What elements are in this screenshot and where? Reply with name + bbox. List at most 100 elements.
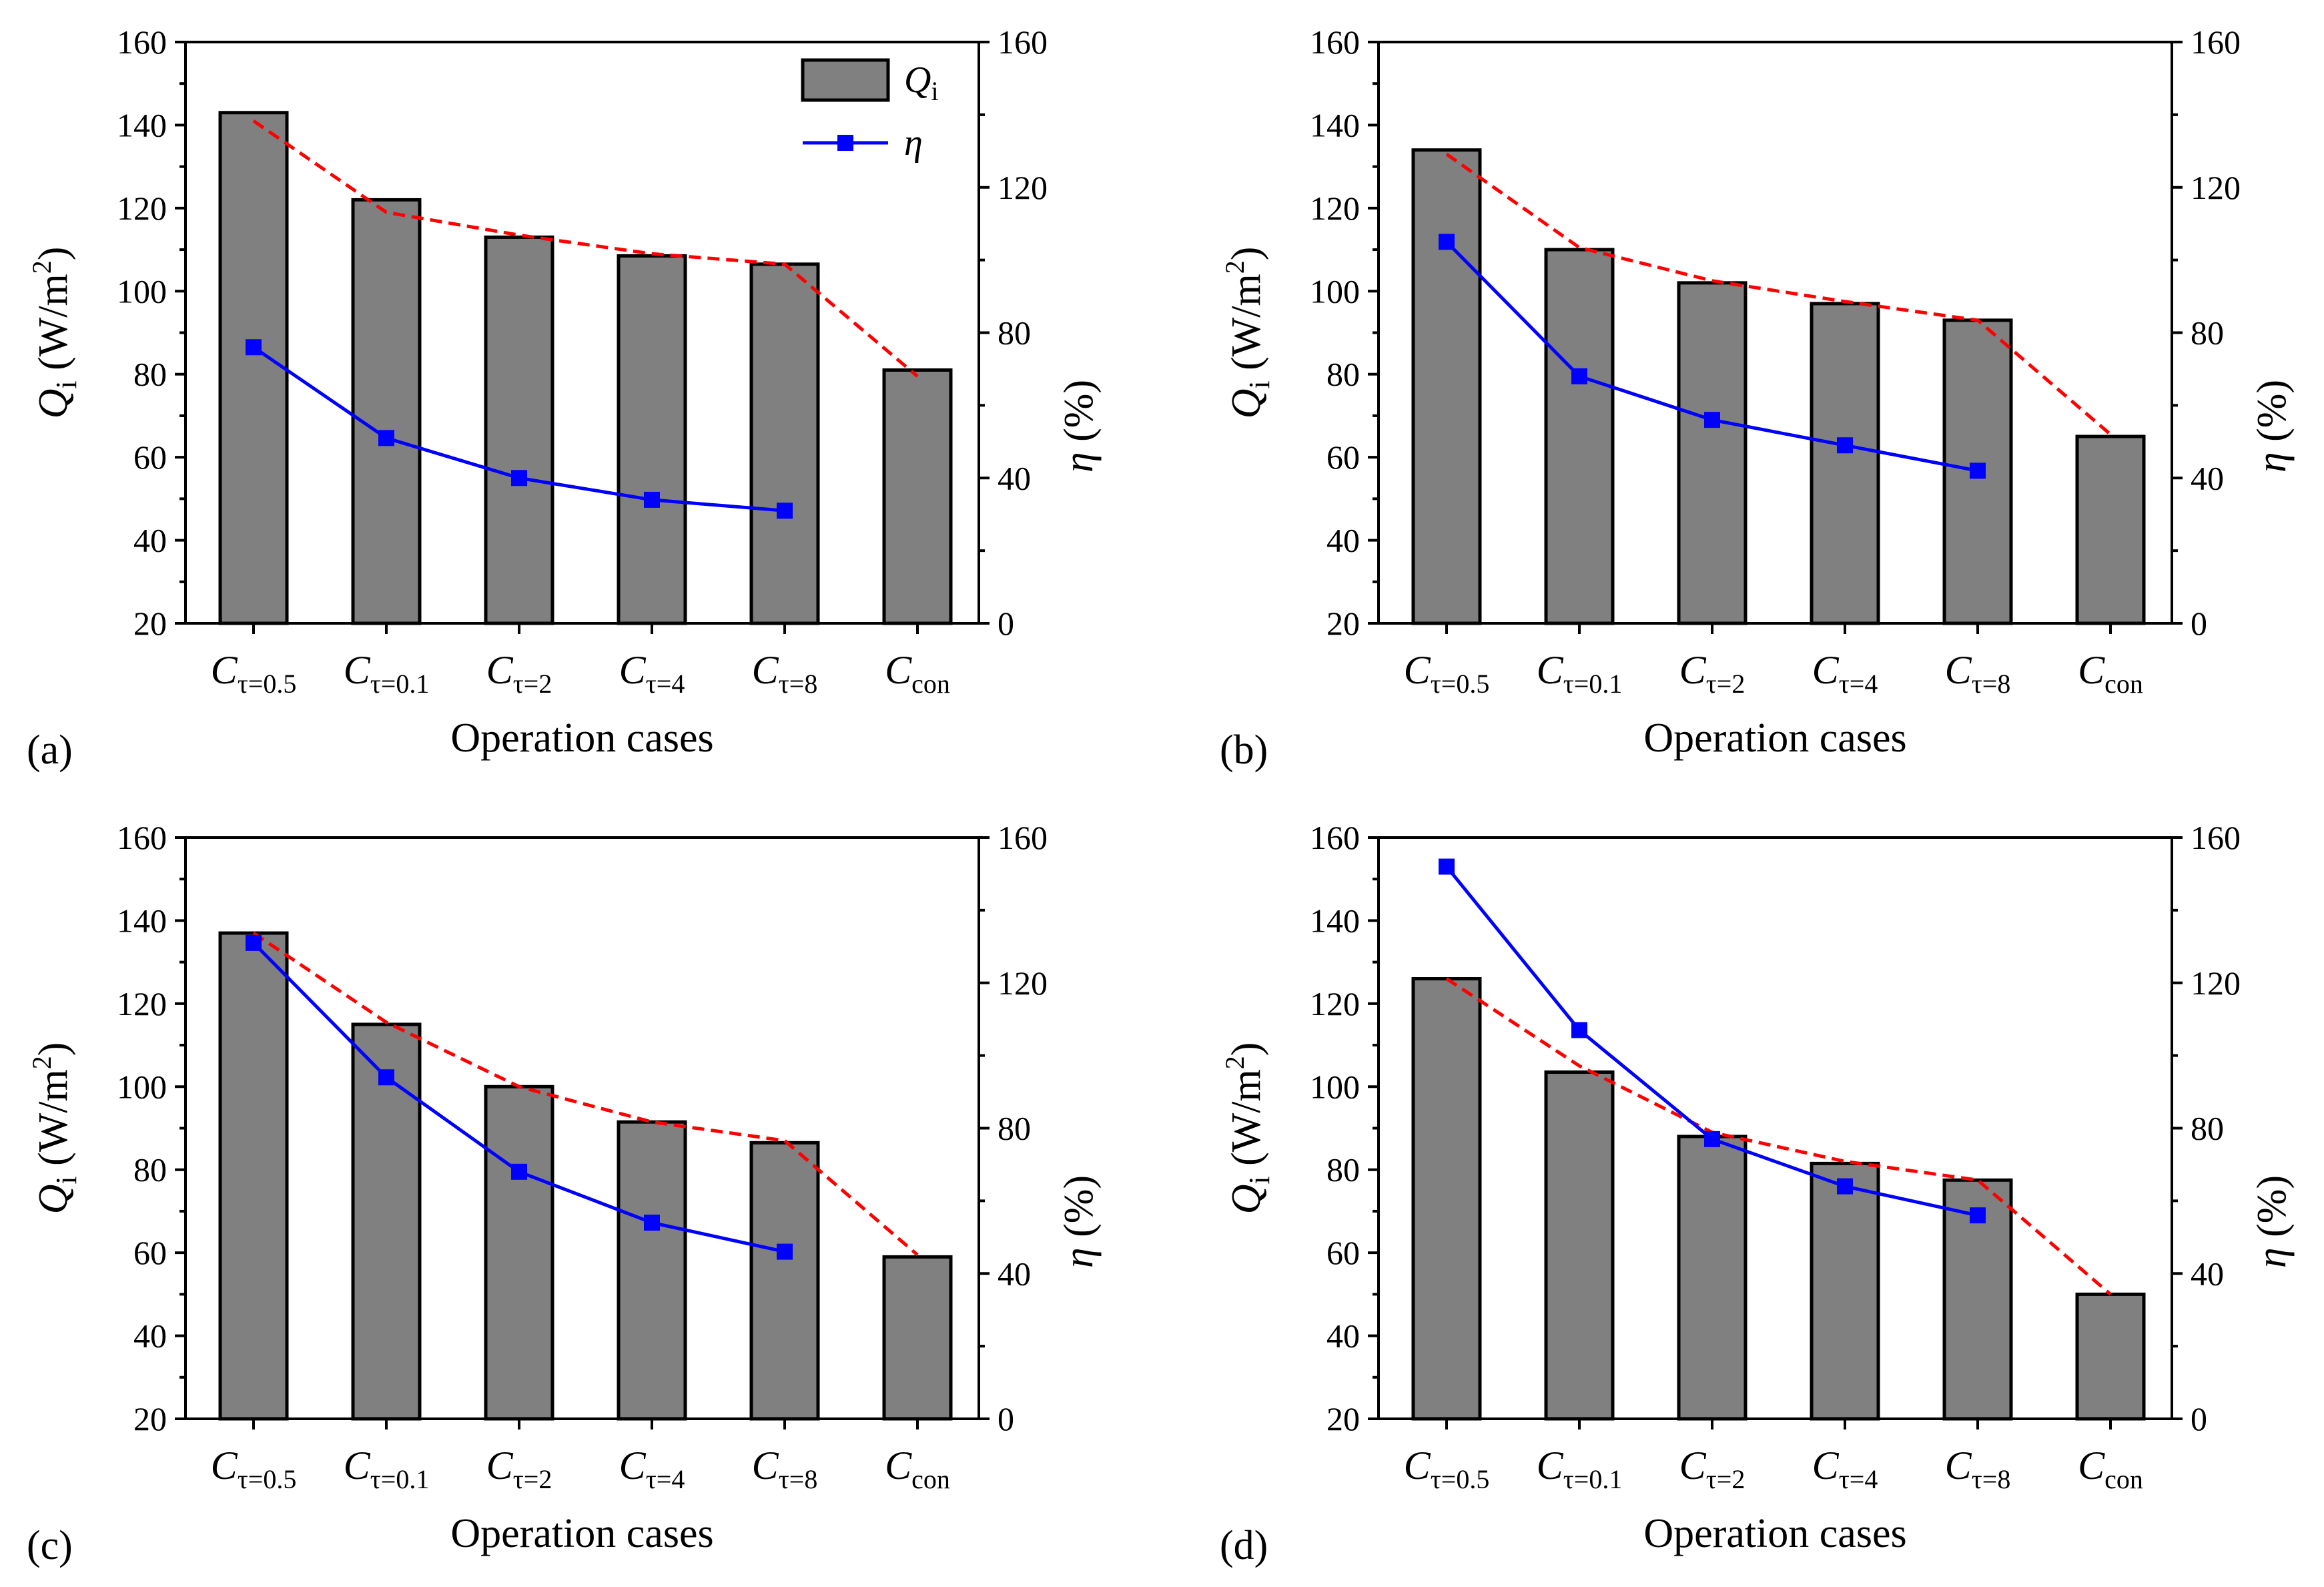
eta-point bbox=[777, 1243, 793, 1260]
category-base: C bbox=[486, 648, 514, 692]
eta-point bbox=[644, 491, 660, 508]
y-label-symbol: Q bbox=[1224, 1185, 1269, 1215]
category-subscript: τ=0.5 bbox=[238, 669, 297, 699]
bar bbox=[351, 198, 422, 625]
eta-point bbox=[1571, 1022, 1587, 1038]
category-base: C bbox=[885, 648, 912, 692]
category-base: C bbox=[344, 648, 371, 692]
eta-point bbox=[1704, 412, 1720, 428]
category-subscript: con bbox=[2104, 1464, 2143, 1494]
category-subscript: τ=0.5 bbox=[238, 1464, 297, 1494]
y-tick-label: 140 bbox=[117, 106, 167, 143]
y2-axis-label: η (%) bbox=[2249, 380, 2295, 472]
dashed-trend-line bbox=[252, 119, 919, 378]
y2-tick-label: 0 bbox=[2191, 1400, 2207, 1438]
y2-tick-label: 40 bbox=[2191, 459, 2224, 497]
y-tick-label: 100 bbox=[117, 1068, 167, 1105]
bar bbox=[1677, 1135, 1748, 1421]
y-tick-label: 20 bbox=[1326, 605, 1360, 642]
plot-frame bbox=[184, 836, 980, 1420]
y-tick-label: 100 bbox=[117, 272, 167, 310]
x-tick-label: Ccon bbox=[885, 648, 950, 699]
y-tick-label: 100 bbox=[1310, 272, 1360, 310]
category-subscript: τ=8 bbox=[779, 669, 818, 699]
category-subscript: con bbox=[911, 669, 950, 699]
y-tick-label: 160 bbox=[117, 23, 167, 61]
y-label-subscript: i bbox=[50, 1176, 83, 1184]
y-tick-label: 20 bbox=[1326, 1400, 1360, 1438]
y-label-symbol: Q bbox=[31, 1185, 76, 1215]
category-subscript: τ=2 bbox=[1706, 1464, 1746, 1494]
category-subscript: τ=8 bbox=[779, 1464, 818, 1494]
bar bbox=[2075, 434, 2146, 625]
eta-point bbox=[1439, 234, 1455, 250]
panel-label: (d) bbox=[1220, 1523, 1268, 1568]
y-label-end: ) bbox=[1224, 247, 1269, 261]
eta-point bbox=[1571, 368, 1587, 384]
y2-tick-label: 120 bbox=[998, 964, 1048, 1002]
category-base: C bbox=[1679, 648, 1707, 692]
bar bbox=[617, 1120, 687, 1421]
y-tick-label: 160 bbox=[1310, 23, 1360, 61]
y2-tick-label: 160 bbox=[2191, 23, 2241, 61]
bar bbox=[882, 1255, 953, 1421]
x-tick-label: Ccon bbox=[2078, 1444, 2143, 1494]
x-tick-label: Ccon bbox=[885, 1444, 950, 1494]
eta-point bbox=[777, 503, 793, 519]
category-base: C bbox=[752, 1444, 779, 1488]
category-base: C bbox=[2078, 648, 2105, 692]
x-tick-label: Cτ=2 bbox=[486, 648, 552, 699]
x-tick-label: Ccon bbox=[2078, 648, 2143, 699]
y-tick-label: 40 bbox=[133, 522, 167, 559]
y-tick-label: 120 bbox=[117, 985, 167, 1022]
y-tick-label: 120 bbox=[1310, 985, 1360, 1022]
eta-point bbox=[246, 339, 262, 356]
y2-tick-label: 80 bbox=[2191, 1110, 2224, 1147]
y-axis-label: Qi (W/m2) bbox=[1220, 1042, 1276, 1215]
y-tick-label: 140 bbox=[117, 902, 167, 939]
y-label-subscript: i bbox=[50, 380, 83, 388]
bar bbox=[218, 931, 289, 1421]
x-tick-label: Cτ=8 bbox=[1945, 1444, 2011, 1494]
bar bbox=[749, 1141, 820, 1421]
y-tick-label: 160 bbox=[1310, 819, 1360, 856]
x-tick-label: Cτ=8 bbox=[1945, 648, 2011, 699]
category-base: C bbox=[619, 1444, 647, 1488]
bar bbox=[351, 1022, 422, 1421]
y-label-superscript: 2 bbox=[27, 260, 57, 274]
bar bbox=[1810, 302, 1880, 625]
y-label-unit: (W/m bbox=[31, 274, 76, 380]
y2-tick-label: 40 bbox=[2191, 1255, 2224, 1292]
y2-tick-label: 160 bbox=[998, 819, 1048, 856]
y-label-symbol: Q bbox=[31, 389, 76, 419]
legend-bar-swatch bbox=[801, 58, 890, 102]
category-subscript: τ=4 bbox=[1839, 1464, 1878, 1494]
panel-label: (c) bbox=[27, 1523, 73, 1568]
legend-qi-symbol: Q bbox=[904, 59, 931, 101]
eta-point bbox=[511, 1163, 527, 1180]
category-subscript: τ=4 bbox=[646, 669, 685, 699]
x-axis-label: Operation cases bbox=[1643, 715, 1906, 761]
category-subscript: τ=0.1 bbox=[1563, 1464, 1623, 1494]
y-label-subscript: i bbox=[1243, 380, 1276, 388]
x-tick-label: Cτ=2 bbox=[486, 1444, 552, 1494]
y-label-unit: (W/m bbox=[1224, 1069, 1269, 1176]
eta-point bbox=[1704, 1131, 1720, 1147]
x-tick-label: Cτ=2 bbox=[1679, 648, 1746, 699]
category-subscript: τ=0.1 bbox=[1563, 669, 1623, 699]
bar bbox=[1544, 248, 1615, 625]
category-base: C bbox=[1812, 648, 1840, 692]
category-base: C bbox=[2078, 1444, 2105, 1488]
y-label-subscript: i bbox=[1243, 1176, 1276, 1184]
panel-label: (b) bbox=[1220, 727, 1268, 773]
category-base: C bbox=[486, 1444, 514, 1488]
y-tick-label: 120 bbox=[117, 190, 167, 227]
y-axis-label: Qi (W/m2) bbox=[1220, 247, 1276, 419]
category-subscript: τ=2 bbox=[513, 669, 552, 699]
y-label-unit: (W/m bbox=[1224, 274, 1269, 380]
y2-label-symbol: η bbox=[1056, 452, 1102, 472]
category-base: C bbox=[1404, 1444, 1431, 1488]
